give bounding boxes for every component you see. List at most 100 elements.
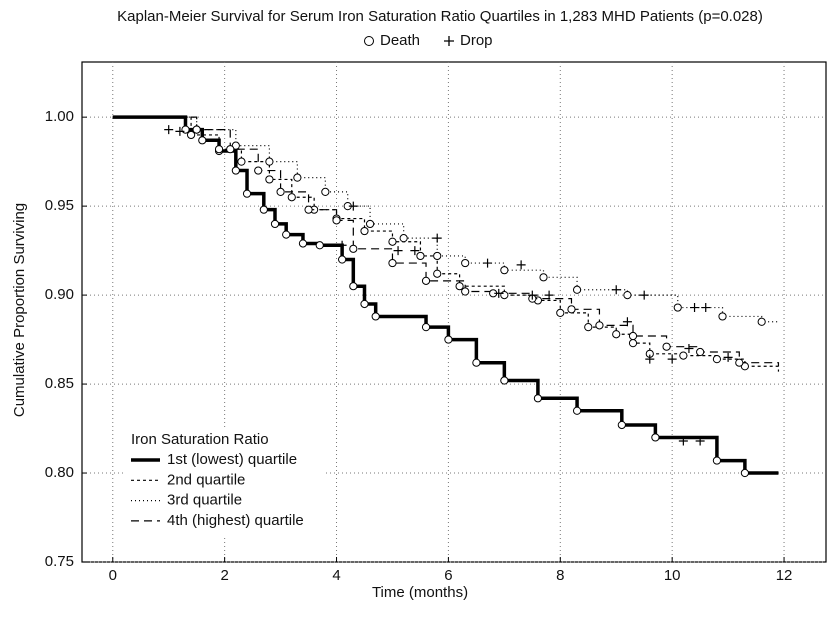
y-tick-label: 0.80 <box>45 464 74 481</box>
death-marker <box>735 358 744 367</box>
drop-marker <box>393 246 403 256</box>
death-marker <box>226 145 235 154</box>
death-marker <box>421 276 431 285</box>
death-marker <box>696 347 705 357</box>
legend-label: 2nd quartile <box>167 471 245 488</box>
death-marker <box>181 125 190 134</box>
death-marker <box>461 258 470 268</box>
drop-marker <box>337 240 347 250</box>
death-marker <box>500 290 509 300</box>
drop-marker <box>690 303 700 313</box>
death-marker <box>455 282 464 291</box>
death-marker <box>740 468 749 478</box>
y-tick-label: 0.75 <box>45 553 74 570</box>
drop-marker <box>684 343 694 353</box>
legend-box <box>124 428 324 536</box>
death-marker <box>349 244 358 253</box>
legend-label: 4th (highest) quartile <box>167 512 304 529</box>
death-marker <box>360 299 369 309</box>
legend-death-label: Death <box>380 32 420 49</box>
drop-marker <box>611 285 621 295</box>
death-marker <box>673 303 682 312</box>
x-tick-label: 2 <box>220 567 228 584</box>
death-marker <box>365 219 375 229</box>
death-marker <box>712 456 722 465</box>
legend-death-icon <box>364 36 374 46</box>
death-marker <box>198 136 207 145</box>
death-marker <box>679 351 688 360</box>
death-marker <box>500 266 509 275</box>
x-axis-label: Time (months) <box>372 584 468 601</box>
death-marker <box>293 173 302 182</box>
death-marker <box>628 339 638 348</box>
legend-label: 3rd quartile <box>167 492 242 509</box>
death-marker <box>617 420 626 430</box>
x-tick-label: 4 <box>332 567 340 584</box>
death-marker <box>572 406 582 415</box>
death-marker <box>461 287 470 296</box>
drop-marker <box>483 258 493 268</box>
drop-marker <box>639 290 649 300</box>
y-axis-label: Cumulative Proportion Surviving <box>11 203 28 417</box>
death-marker <box>315 241 324 250</box>
survival-curve <box>112 116 780 367</box>
x-tick-label: 0 <box>109 567 117 584</box>
death-marker <box>231 166 240 175</box>
legend-drop-icon <box>444 36 454 46</box>
drop-marker <box>527 290 537 300</box>
death-marker <box>287 193 296 202</box>
death-marker <box>584 323 593 332</box>
legend-drop-label: Drop <box>460 32 493 49</box>
death-marker <box>388 237 397 246</box>
drop-marker <box>348 201 358 211</box>
x-tick-label: 6 <box>444 567 452 584</box>
y-tick-label: 1.00 <box>45 108 74 125</box>
death-marker <box>276 187 285 196</box>
drop-marker <box>701 303 711 313</box>
death-marker <box>662 342 671 351</box>
death-marker <box>712 355 722 364</box>
drop-marker <box>516 260 526 270</box>
drop-marker <box>695 436 705 446</box>
death-marker <box>556 308 565 317</box>
death-marker <box>265 175 274 184</box>
death-marker <box>371 312 380 321</box>
death-marker <box>472 358 481 367</box>
death-marker <box>360 226 369 236</box>
drop-marker <box>494 288 504 298</box>
survival-curve <box>112 116 779 323</box>
death-marker <box>623 290 632 300</box>
drop-marker <box>645 354 655 364</box>
death-marker <box>500 376 509 385</box>
death-marker <box>237 157 246 166</box>
drop-marker <box>432 233 442 243</box>
death-marker <box>416 251 425 261</box>
death-marker <box>399 234 408 243</box>
x-tick-label: 10 <box>664 567 681 584</box>
drop-marker <box>175 126 185 136</box>
death-marker <box>533 394 543 403</box>
death-marker <box>186 130 196 140</box>
death-marker <box>332 216 341 225</box>
death-marker <box>628 331 638 341</box>
chart-title: Kaplan-Meier Survival for Serum Iron Sat… <box>117 8 763 25</box>
survival-curve <box>112 116 780 372</box>
death-marker <box>265 157 274 166</box>
death-marker <box>433 269 442 278</box>
death-marker <box>254 166 263 175</box>
drop-marker <box>410 246 420 256</box>
death-marker <box>388 258 397 268</box>
death-marker <box>338 255 347 264</box>
drop-marker <box>723 352 733 362</box>
death-marker <box>612 330 621 339</box>
death-marker <box>595 321 604 330</box>
death-marker <box>349 282 358 291</box>
death-marker <box>192 125 201 134</box>
drop-marker <box>678 436 688 446</box>
death-marker <box>444 335 453 344</box>
death-marker <box>321 187 330 196</box>
y-tick-label: 0.90 <box>45 286 74 303</box>
death-marker <box>757 317 766 326</box>
death-marker <box>572 285 582 294</box>
